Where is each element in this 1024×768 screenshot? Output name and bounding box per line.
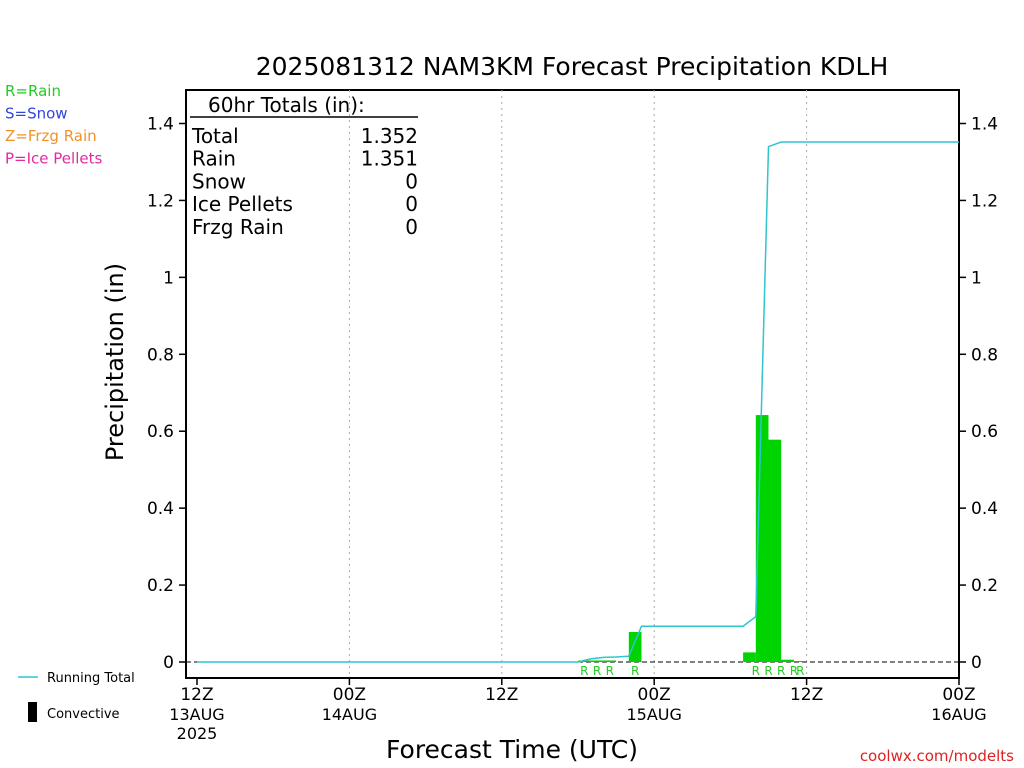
x-tick-sublabel: 16AUG bbox=[931, 705, 986, 724]
rain-bar bbox=[590, 660, 604, 662]
y-tick-label-left: 0.6 bbox=[147, 422, 174, 442]
rain-bar bbox=[768, 439, 782, 662]
plot-frame bbox=[185, 89, 960, 679]
totals-row-label: Total bbox=[191, 124, 239, 148]
running-total-legend-label: Running Total bbox=[47, 671, 135, 686]
y-tick-label-left: 0.8 bbox=[147, 345, 174, 365]
ptype-marker: R bbox=[631, 664, 639, 678]
y-tick-label-right: 1.4 bbox=[971, 115, 998, 135]
totals-row-label: Frzg Rain bbox=[192, 215, 284, 239]
ptype-marker: R bbox=[764, 664, 772, 678]
y-tick-label-right: 0.6 bbox=[971, 422, 998, 442]
ptype-legend-item: S=Snow bbox=[5, 105, 68, 123]
totals-row-label: Rain bbox=[192, 147, 236, 171]
totals-row-value: 0 bbox=[405, 169, 418, 193]
x-tick-label: 00Z bbox=[638, 685, 671, 705]
ptype-legend-item: R=Rain bbox=[5, 82, 61, 100]
y-tick-label-left: 0 bbox=[163, 653, 174, 673]
x-axis-label: Forecast Time (UTC) bbox=[386, 735, 638, 764]
rain-bar bbox=[743, 652, 756, 662]
x-tick-label: 00Z bbox=[942, 685, 975, 705]
credit-text: coolwx.com/modelts bbox=[860, 747, 1014, 765]
convective-legend-swatch bbox=[28, 702, 37, 722]
ptype-legend: R=Rain S=Snow Z=Frzg Rain P=Ice Pellets bbox=[5, 82, 102, 168]
ptype-marker: R bbox=[580, 664, 588, 678]
y-tick-label-right: 0.2 bbox=[971, 576, 998, 596]
x-tick-sublabel: 14AUG bbox=[322, 705, 377, 724]
x-tick-label: 12Z bbox=[485, 685, 518, 705]
y-axis-label: Precipitation (in) bbox=[101, 263, 129, 461]
rain-bar bbox=[628, 631, 642, 662]
y-tick-label-left: 0.2 bbox=[147, 576, 174, 596]
y-axis-right: 0 0.2 0.4 0.6 0.8 1 1.2 1.4 bbox=[959, 115, 998, 673]
ptype-marker: R bbox=[606, 664, 614, 678]
grid-lines bbox=[348, 90, 808, 678]
running-total-line bbox=[197, 141, 959, 663]
y-tick-label-left: 1.2 bbox=[147, 191, 174, 211]
totals-table: 60hr Totals (in): Total 1.352 Rain 1.351 Sno… bbox=[190, 93, 418, 239]
totals-row-value: 0 bbox=[405, 215, 418, 239]
ptype-legend-item: P=Ice Pellets bbox=[5, 150, 102, 168]
totals-row-value: 1.351 bbox=[361, 147, 418, 171]
ptype-marker: R bbox=[796, 664, 804, 678]
ptype-marker: R bbox=[752, 664, 760, 678]
ptype-marker: R bbox=[777, 664, 785, 678]
totals-row-value: 1.352 bbox=[361, 124, 418, 148]
ptype-markers: R R R R R R R RR bbox=[580, 664, 804, 678]
series-legend: Running Total Convective bbox=[18, 671, 135, 722]
y-tick-label-right: 1.2 bbox=[971, 191, 998, 211]
convective-legend-label: Convective bbox=[47, 707, 120, 722]
precip-bars bbox=[578, 415, 807, 662]
ptype-marker: R bbox=[790, 664, 798, 678]
y-tick-label-left: 0.4 bbox=[147, 499, 174, 519]
chart-title: 2025081312 NAM3KM Forecast Precipitation… bbox=[256, 52, 889, 81]
totals-heading: 60hr Totals (in): bbox=[208, 93, 365, 117]
ptype-marker: R bbox=[593, 664, 601, 678]
totals-row-value: 0 bbox=[405, 192, 418, 216]
rain-bar bbox=[578, 660, 591, 662]
x-tick-year: 2025 bbox=[177, 724, 218, 743]
rain-bar bbox=[793, 661, 807, 662]
y-tick-label-left: 1.4 bbox=[147, 115, 174, 135]
y-axis-left: 0 0.2 0.4 0.6 0.8 1 1.2 1.4 bbox=[147, 115, 186, 673]
rain-bar bbox=[781, 659, 794, 662]
y-tick-label-right: 0 bbox=[971, 653, 982, 673]
totals-row-label: Ice Pellets bbox=[192, 192, 293, 216]
totals-row-label: Snow bbox=[192, 169, 246, 193]
x-tick-label: 12Z bbox=[180, 685, 213, 705]
x-tick-label: 00Z bbox=[333, 685, 366, 705]
x-tick-sublabel: 13AUG bbox=[169, 705, 224, 724]
y-tick-label-right: 0.4 bbox=[971, 499, 998, 519]
x-tick-sublabel: 15AUG bbox=[626, 705, 681, 724]
y-tick-label-left: 1 bbox=[163, 268, 174, 288]
ptype-legend-item: Z=Frzg Rain bbox=[5, 127, 97, 145]
rain-bar bbox=[603, 660, 617, 662]
y-tick-label-right: 1 bbox=[971, 268, 982, 288]
x-tick-label: 12Z bbox=[790, 685, 823, 705]
y-tick-label-right: 0.8 bbox=[971, 345, 998, 365]
